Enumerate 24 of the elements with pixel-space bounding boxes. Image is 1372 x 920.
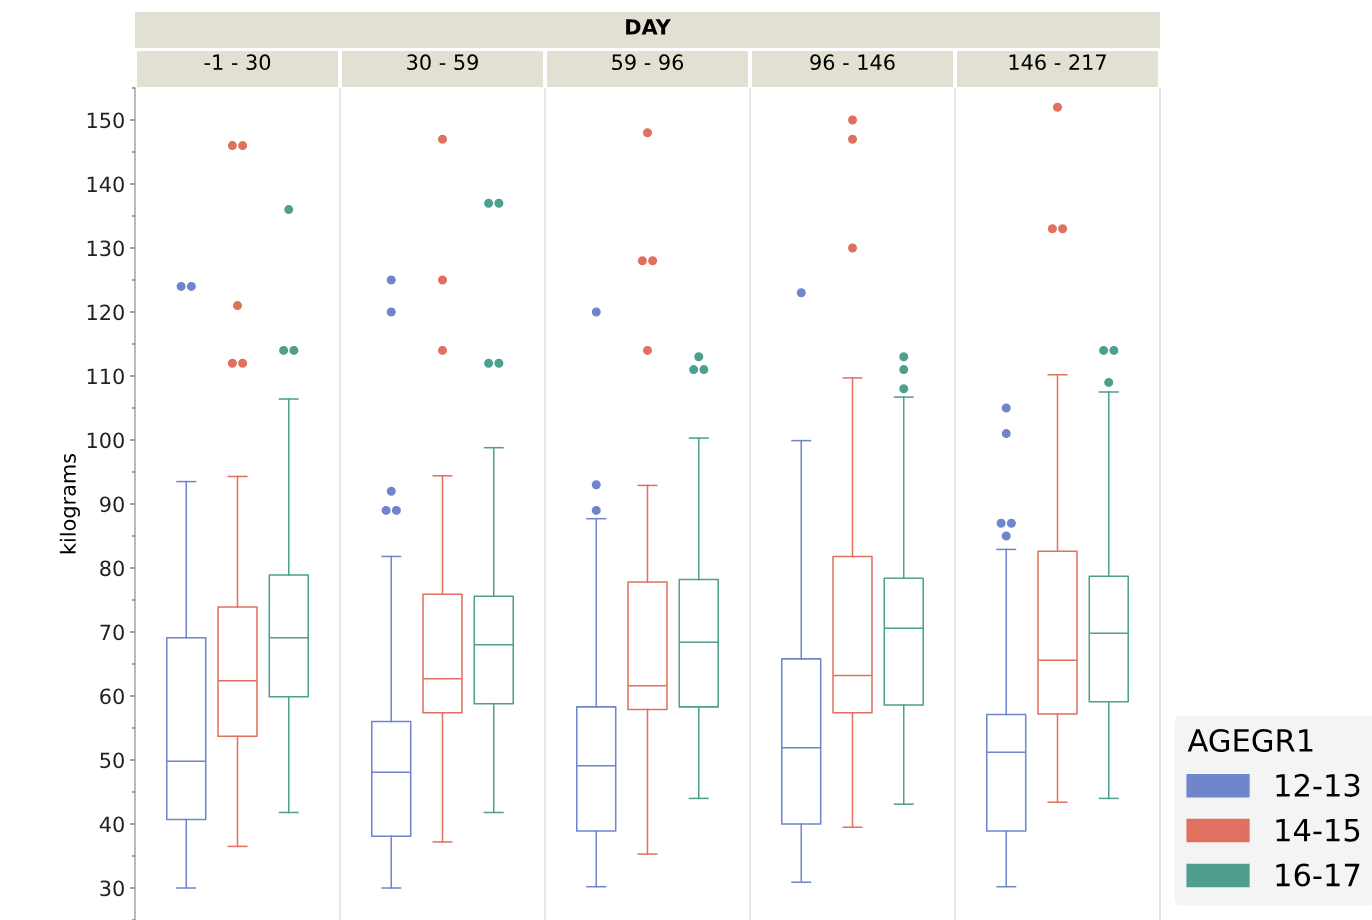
- legend-label: 12-13: [1276, 773, 1360, 797]
- y-tick-label: 150: [87, 112, 124, 129]
- y-tick-label: 70: [100, 624, 124, 641]
- x-tick-label: -1 - 30: [204, 54, 271, 71]
- y-tick-label: 110: [87, 368, 124, 385]
- y-tick-label: 100: [87, 432, 124, 449]
- y-tick-label: 130: [87, 240, 124, 257]
- x-tick-label: 59 - 96: [612, 54, 684, 71]
- y-tick-label: 140: [87, 176, 124, 193]
- y-tick-label: 120: [87, 304, 124, 321]
- y-tick-label: 80: [100, 560, 124, 577]
- x-axis-title: DAY: [626, 19, 671, 35]
- y-tick-label: 40: [99, 816, 124, 833]
- y-tick-label: 30: [100, 880, 124, 897]
- legend-label: 16-17: [1276, 863, 1360, 887]
- x-tick-label: 96 - 146: [810, 54, 895, 71]
- x-tick-label: 30 - 59: [407, 54, 478, 71]
- x-tick-label: 146 - 217: [1009, 54, 1106, 71]
- y-tick-label: 50: [100, 752, 124, 769]
- y-tick-label: 60: [100, 688, 124, 705]
- legend-title: AGEGR1: [1187, 728, 1313, 753]
- y-tick-label: 90: [100, 496, 124, 513]
- y-axis-title: kilograms: [59, 453, 80, 554]
- legend-label: 14-15: [1276, 819, 1360, 842]
